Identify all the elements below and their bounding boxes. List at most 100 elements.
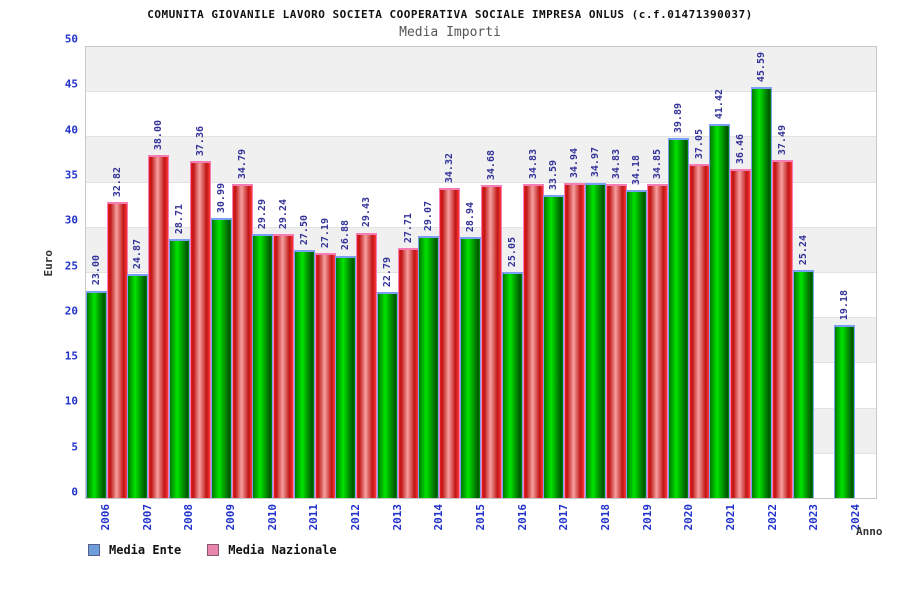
bar-value-label: 26.88 <box>340 220 352 251</box>
x-tick-label: 2018 <box>599 504 613 531</box>
bar-media-ente <box>127 273 149 498</box>
bar-value-label: 28.94 <box>464 201 476 232</box>
bar-value-label: 23.00 <box>90 255 102 286</box>
year-group-2020: 39.89 37.05 <box>667 47 710 498</box>
year-group-2007: 24.87 38.00 <box>127 47 170 498</box>
x-tick-label: 2014 <box>432 504 446 531</box>
year-group-2009: 30.99 34.79 <box>210 47 253 498</box>
x-tick-label: 2020 <box>682 504 696 531</box>
grid-band <box>86 92 876 138</box>
year-group-2010: 29.29 29.24 <box>252 47 295 498</box>
x-tick-label: 2009 <box>223 504 237 531</box>
bar-media-ente <box>168 239 190 498</box>
bar-value-label: 33.59 <box>548 159 560 191</box>
bar-media-ente <box>792 270 814 498</box>
year-group-2015: 28.94 34.68 <box>460 47 502 498</box>
bar-value-label: 19.18 <box>839 289 851 320</box>
x-tick-label: 2016 <box>515 504 529 531</box>
bar-value-label: 37.05 <box>693 128 705 159</box>
y-axis: 0 5 10 15 20 25 30 35 40 45 50 <box>0 33 78 499</box>
year-group-2024: 19.18 <box>834 47 876 498</box>
bar-media-nazionale <box>480 185 502 498</box>
x-tick-label: 2011 <box>307 504 321 531</box>
bar-value-label: 36.46 <box>735 134 747 165</box>
bar-value-label: 27.19 <box>319 217 331 248</box>
x-tick-label: 2007 <box>140 504 154 531</box>
bar-value-label: 34.83 <box>610 148 622 179</box>
bar-media-ente <box>376 292 398 498</box>
bar-media-nazionale <box>189 161 211 498</box>
x-axis-title: Anno <box>856 525 883 538</box>
year-group-2021: 41.42 36.46 <box>709 47 752 498</box>
x-tick-label: 2021 <box>724 504 738 531</box>
x-tick-label: 2010 <box>265 504 279 531</box>
year-group-2018: 34.97 34.83 <box>584 47 627 498</box>
bar-value-label: 41.42 <box>714 89 726 120</box>
y-tick-label: 45 <box>64 77 78 91</box>
x-tick-label: 2012 <box>348 504 362 531</box>
year-group-2006: 23.00 32.82 <box>85 47 128 498</box>
bar-media-nazionale <box>647 183 669 498</box>
legend: Media Ente Media Nazionale <box>88 543 337 557</box>
bar-media-nazionale <box>273 234 295 498</box>
bar-media-nazionale <box>688 163 710 498</box>
bar-media-ente <box>834 325 856 498</box>
y-tick-label: 0 <box>71 485 78 499</box>
legend-item-media-ente: Media Ente <box>88 543 181 557</box>
bar-value-label: 29.43 <box>361 197 373 228</box>
bar-media-nazionale <box>397 248 419 498</box>
bar-media-ente <box>460 236 481 498</box>
bar-media-ente <box>85 290 107 498</box>
y-tick-label: 10 <box>64 394 78 408</box>
bar-media-ente <box>667 138 689 498</box>
bar-media-ente <box>709 124 731 498</box>
bar-value-label: 29.29 <box>257 198 269 229</box>
bar-media-nazionale <box>605 183 627 498</box>
bar-groups: 23.00 32.82 24.87 38.00 28.71 37.36 30.99 34.79… <box>85 47 876 498</box>
y-tick-label: 40 <box>64 123 78 137</box>
year-group-2008: 28.71 37.36 <box>168 47 211 498</box>
bar-media-nazionale <box>439 188 461 498</box>
year-group-2019: 34.18 34.85 <box>626 47 669 498</box>
bar-media-ente <box>543 195 565 498</box>
bar-media-ente <box>626 189 648 498</box>
bar-value-label: 34.68 <box>485 150 497 181</box>
bar-value-label: 34.97 <box>589 147 601 178</box>
legend-swatch-media-ente <box>88 544 100 556</box>
bar-media-ente <box>252 233 274 498</box>
bar-value-label: 24.87 <box>132 238 144 269</box>
chart-subtitle: Media Importi <box>399 25 501 40</box>
x-tick-label: 2017 <box>557 504 571 531</box>
y-tick-label: 50 <box>64 32 78 46</box>
bar-media-nazionale <box>314 252 336 498</box>
bar-media-ente <box>501 272 523 498</box>
year-group-2016: 25.05 34.83 <box>501 47 544 498</box>
chart-title: COMUNITA GIOVANILE LAVORO SOCIETA COOPER… <box>147 8 753 21</box>
x-tick-label: 2013 <box>390 504 404 531</box>
bar-value-label: 29.07 <box>423 200 435 231</box>
legend-label-media-ente: Media Ente <box>109 543 182 557</box>
bar-value-label: 34.83 <box>527 148 539 179</box>
year-group-2014: 29.07 34.32 <box>418 47 461 498</box>
bar-media-ente <box>584 182 606 498</box>
x-tick-label: 2019 <box>640 504 654 531</box>
bar-value-label: 28.71 <box>173 203 185 235</box>
year-group-2012: 26.88 29.43 <box>335 47 378 498</box>
year-group-2022: 45.59 37.49 <box>751 47 794 498</box>
bar-value-label: 25.05 <box>506 236 518 268</box>
x-axis: 2006 2007 2008 2009 2010 2011 2012 2013 2014 2015… <box>85 504 877 546</box>
bar-value-label: 34.32 <box>444 153 456 184</box>
bar-value-label: 34.79 <box>236 149 248 180</box>
x-tick-label: 2006 <box>98 504 112 531</box>
y-tick-label: 20 <box>64 304 78 318</box>
bar-value-label: 38.00 <box>153 120 165 151</box>
bar-value-label: 32.82 <box>111 166 123 197</box>
bar-media-nazionale <box>106 201 128 498</box>
x-tick-label: 2023 <box>807 504 821 531</box>
bar-value-label: 34.94 <box>569 147 581 178</box>
bar-media-ente <box>335 255 357 498</box>
year-group-2023: 25.24 <box>792 47 835 498</box>
bar-value-label: 34.85 <box>652 148 664 179</box>
grid-band <box>86 47 876 93</box>
